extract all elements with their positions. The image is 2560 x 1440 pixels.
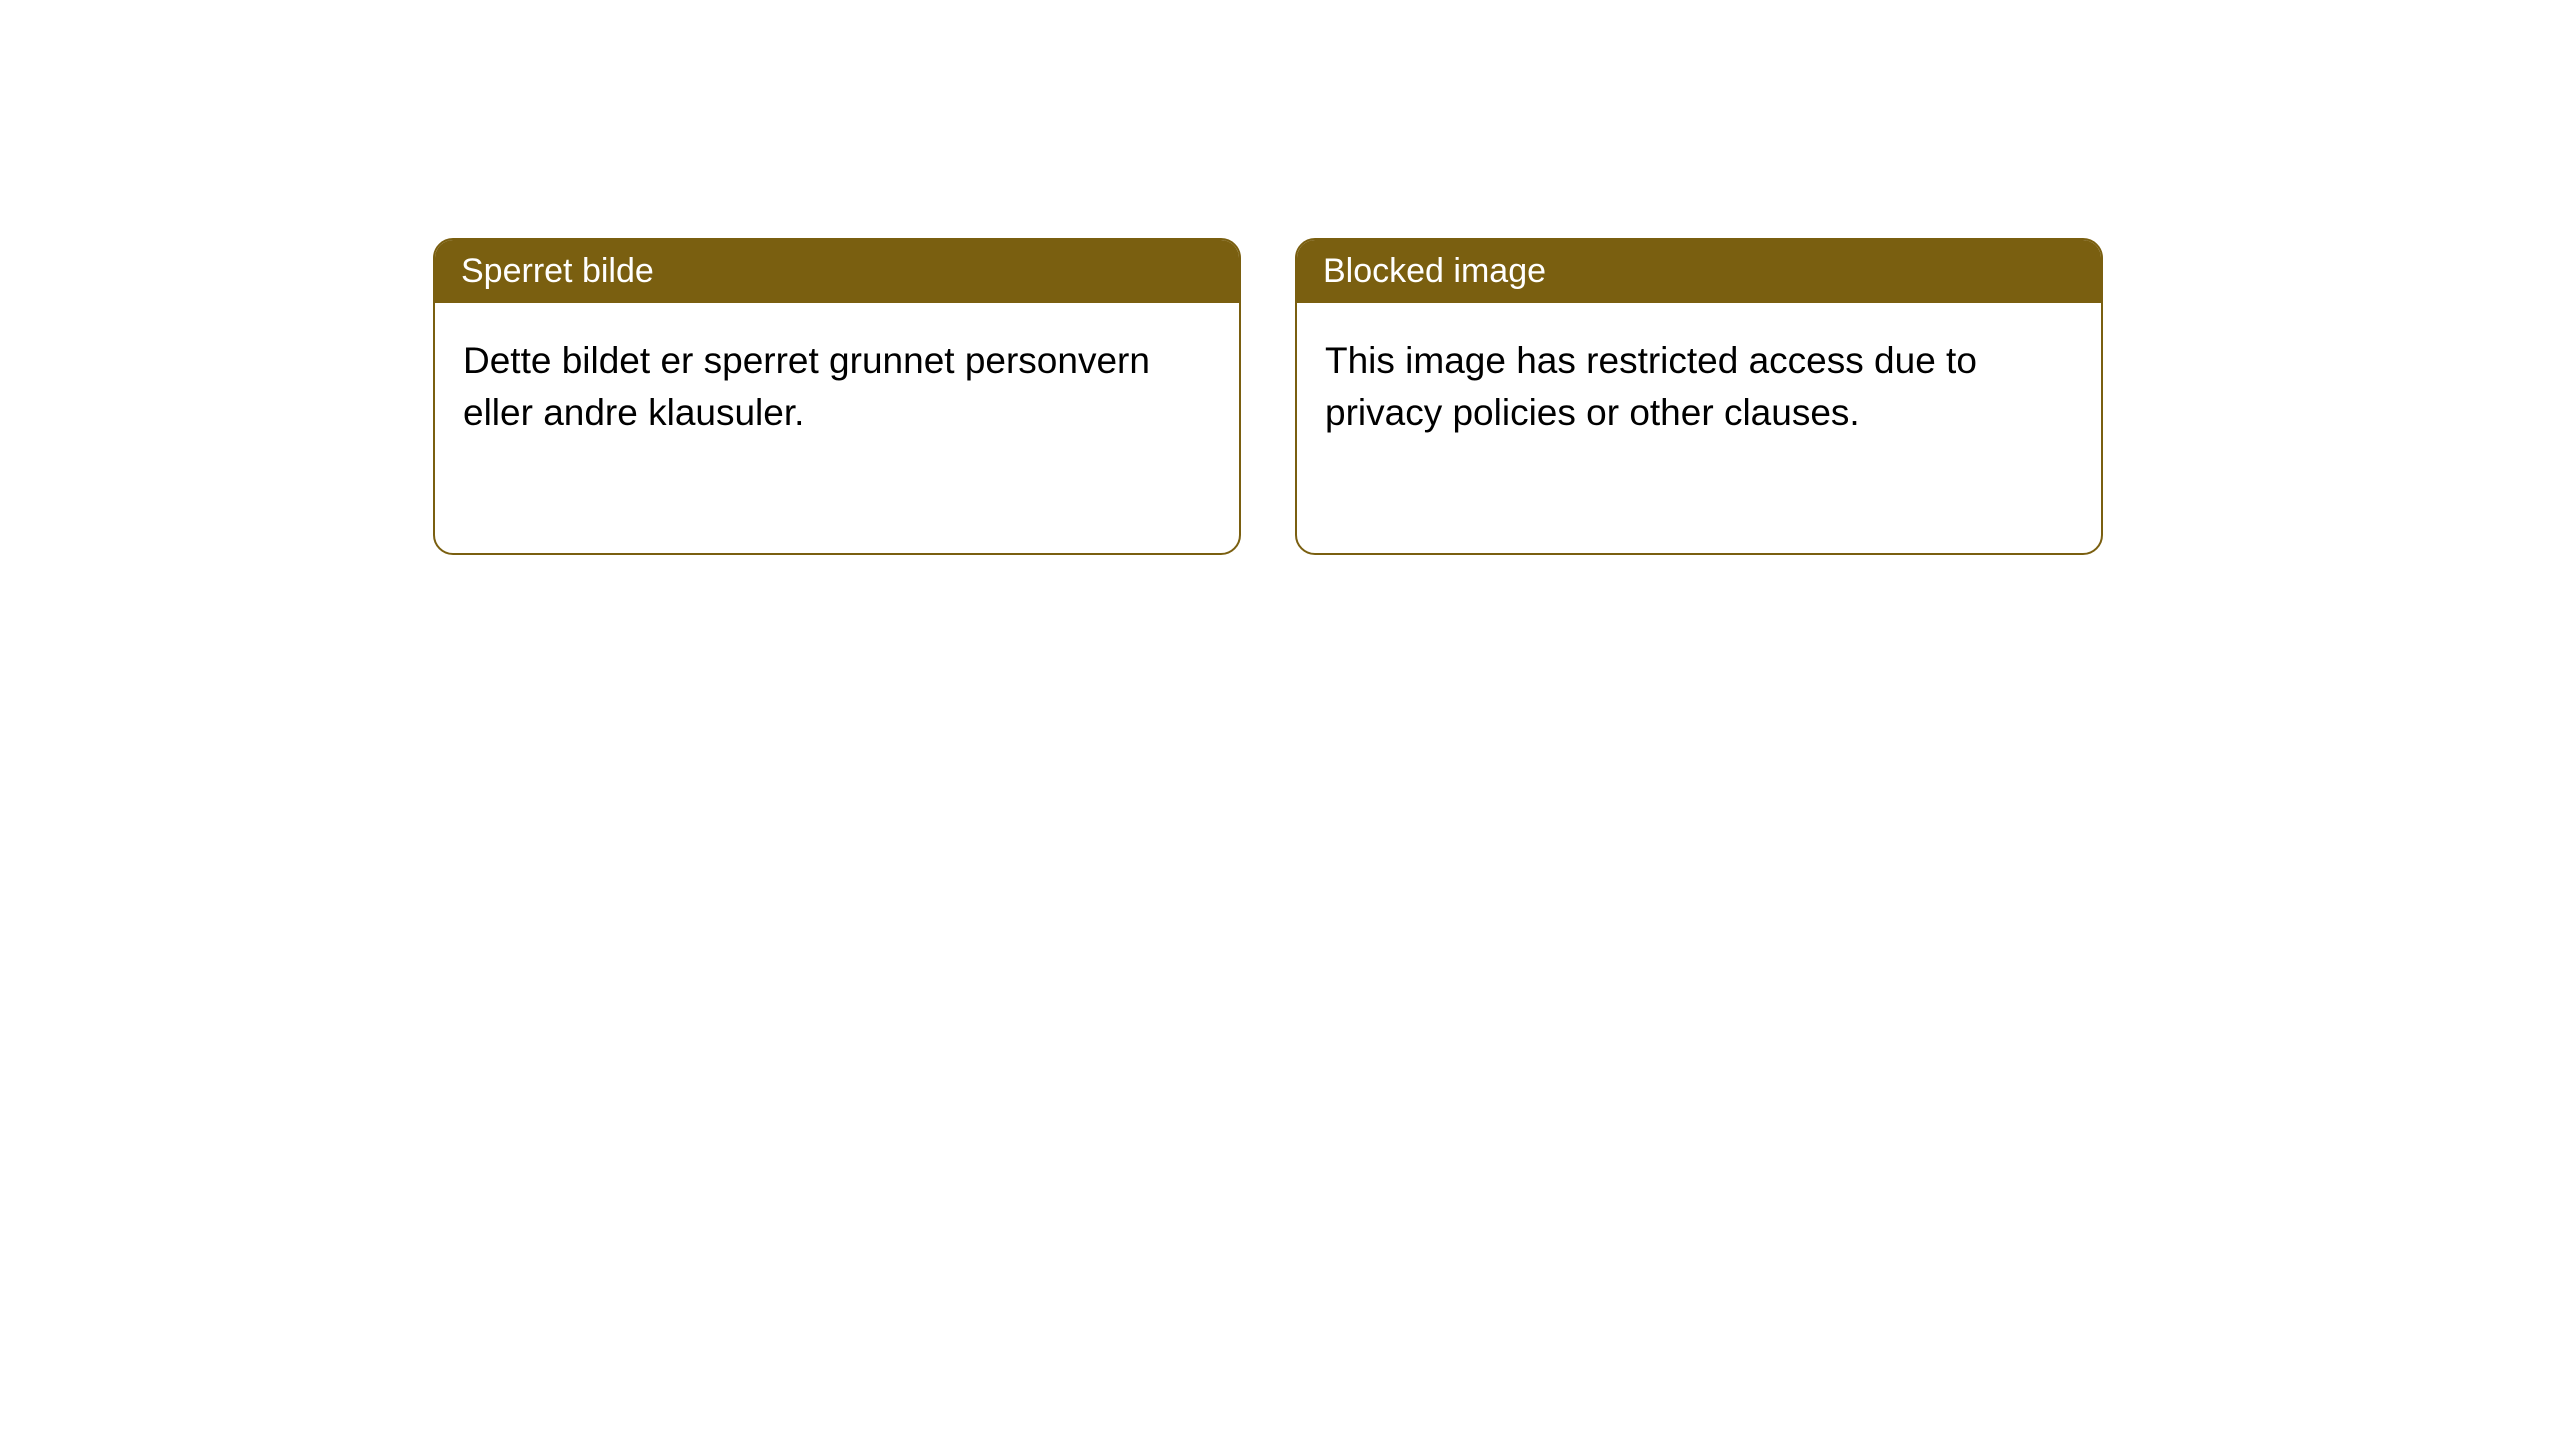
card-header: Sperret bilde: [435, 240, 1239, 303]
blocked-image-card-norwegian: Sperret bilde Dette bildet er sperret gr…: [433, 238, 1241, 555]
card-body-text: Dette bildet er sperret grunnet personve…: [463, 340, 1150, 433]
card-container: Sperret bilde Dette bildet er sperret gr…: [433, 238, 2103, 555]
blocked-image-card-english: Blocked image This image has restricted …: [1295, 238, 2103, 555]
card-body-text: This image has restricted access due to …: [1325, 340, 1977, 433]
card-body: This image has restricted access due to …: [1297, 303, 2101, 553]
card-title: Blocked image: [1323, 252, 1546, 290]
card-title: Sperret bilde: [461, 252, 654, 290]
card-body: Dette bildet er sperret grunnet personve…: [435, 303, 1239, 553]
card-header: Blocked image: [1297, 240, 2101, 303]
